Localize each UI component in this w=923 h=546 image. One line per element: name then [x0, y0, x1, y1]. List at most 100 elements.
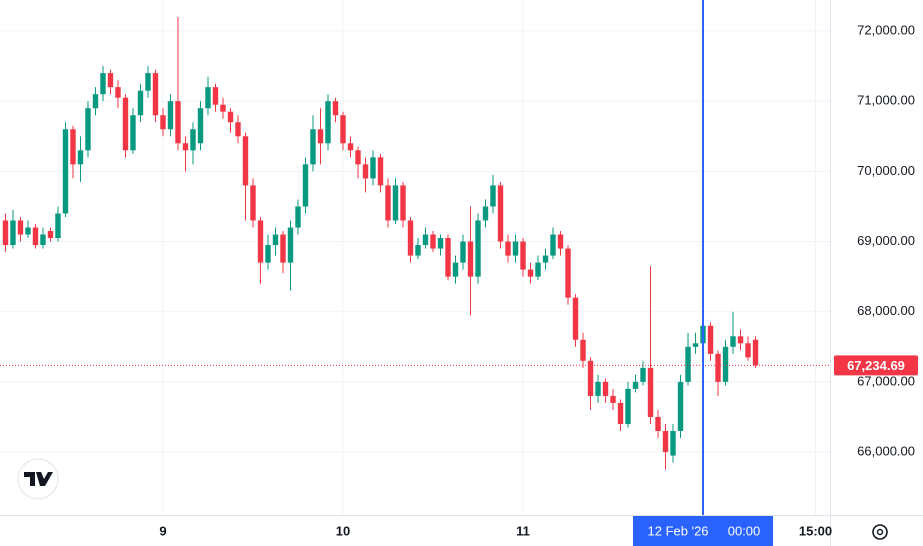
crosshair-time: 00:00	[728, 523, 761, 538]
candle-body	[655, 416, 661, 432]
y-tick-label: 68,000.00	[857, 303, 915, 318]
candle-body	[265, 245, 271, 263]
candle-body	[47, 231, 54, 239]
candle-body	[355, 150, 361, 165]
candle-body	[692, 343, 699, 347]
candle-body	[160, 115, 166, 130]
candle-body	[745, 343, 751, 358]
candle-body	[62, 129, 69, 214]
candle-body	[70, 129, 76, 165]
x-tick-label: 15:00	[799, 523, 832, 538]
gear-center[interactable]	[876, 528, 884, 536]
candle-body	[340, 115, 346, 144]
candle-body	[130, 115, 136, 151]
candle-body	[182, 143, 189, 151]
candle-body	[257, 220, 264, 263]
candle-body	[2, 220, 9, 246]
candle-body	[632, 381, 639, 389]
y-tick-label: 71,000.00	[857, 93, 915, 108]
candle-body	[107, 73, 114, 88]
candle-body	[115, 87, 121, 98]
candle-body	[422, 234, 429, 246]
candle-body	[625, 388, 631, 424]
candle-body	[10, 220, 16, 246]
candle-body	[302, 164, 309, 207]
candle-body	[205, 87, 211, 109]
candle-body	[467, 241, 474, 277]
candle-body	[280, 234, 286, 263]
candle-body	[190, 129, 196, 151]
tradingview-logo[interactable]	[17, 458, 59, 500]
candle-body	[212, 87, 219, 105]
y-tick-label: 69,000.00	[857, 233, 915, 248]
candle-body	[490, 185, 496, 207]
candle-body	[520, 241, 526, 270]
candle-body	[272, 234, 279, 246]
candle-body	[317, 129, 324, 144]
candle-body	[475, 220, 481, 277]
candle-body	[197, 108, 204, 144]
candle-body	[460, 241, 466, 263]
crosshair-box	[633, 516, 774, 546]
candle-body	[220, 104, 226, 112]
candle-body	[377, 157, 384, 186]
candle-body	[565, 248, 571, 298]
candle-body	[580, 339, 586, 361]
crosshair-date: 12 Feb '26	[648, 523, 709, 538]
candle-body	[250, 185, 256, 221]
candle-body	[77, 150, 84, 165]
settings-icon[interactable]	[872, 524, 888, 540]
candle-body	[640, 367, 646, 382]
candle-body	[347, 143, 354, 151]
candle-body	[505, 241, 511, 256]
candle-body	[595, 381, 601, 396]
candle-body	[647, 367, 654, 417]
candle-body	[415, 245, 421, 256]
candle-body	[385, 185, 391, 221]
candle-body	[730, 336, 736, 347]
candle-body	[587, 360, 594, 396]
candle-body	[122, 97, 129, 151]
gear[interactable]	[872, 524, 888, 540]
candle-body	[310, 129, 316, 165]
candle-body	[482, 206, 489, 221]
y-tick-label: 66,000.00	[857, 443, 915, 458]
candle-body	[325, 101, 331, 144]
candle-body	[550, 234, 556, 256]
candle-body	[662, 431, 669, 453]
candle-body	[167, 101, 174, 130]
candle-body	[512, 241, 519, 256]
candle-body	[332, 101, 339, 116]
candle-body	[100, 73, 106, 95]
y-tick-label: 70,000.00	[857, 163, 915, 178]
candle-body	[527, 269, 534, 277]
candle-body	[362, 164, 369, 179]
candle-body	[227, 111, 234, 123]
candle-body	[610, 395, 616, 403]
candle-body	[542, 255, 549, 263]
x-tick-label: 11	[516, 523, 530, 538]
candle-body	[32, 227, 39, 246]
candle-body	[617, 402, 624, 424]
candle-body	[407, 220, 414, 256]
candle-body	[137, 90, 144, 116]
candle-body	[92, 94, 99, 109]
x-tick-label: 10	[336, 523, 350, 538]
candle-body	[145, 73, 151, 91]
candle-body	[707, 325, 714, 354]
candle-body	[400, 185, 406, 221]
candle-body	[287, 227, 294, 263]
candle-body	[445, 238, 451, 277]
candle-body	[670, 431, 676, 456]
candle-body	[535, 262, 541, 277]
candle-body	[685, 346, 691, 382]
y-tick-label: 72,000.00	[857, 22, 915, 37]
candle-body	[242, 136, 249, 186]
candle-body	[602, 381, 609, 396]
candle-body	[437, 238, 444, 249]
last-price-label: 67,234.69	[847, 358, 905, 373]
candle-body	[235, 122, 241, 137]
logo-mark[interactable]	[24, 472, 53, 486]
x-tick-label: 9	[159, 523, 166, 538]
